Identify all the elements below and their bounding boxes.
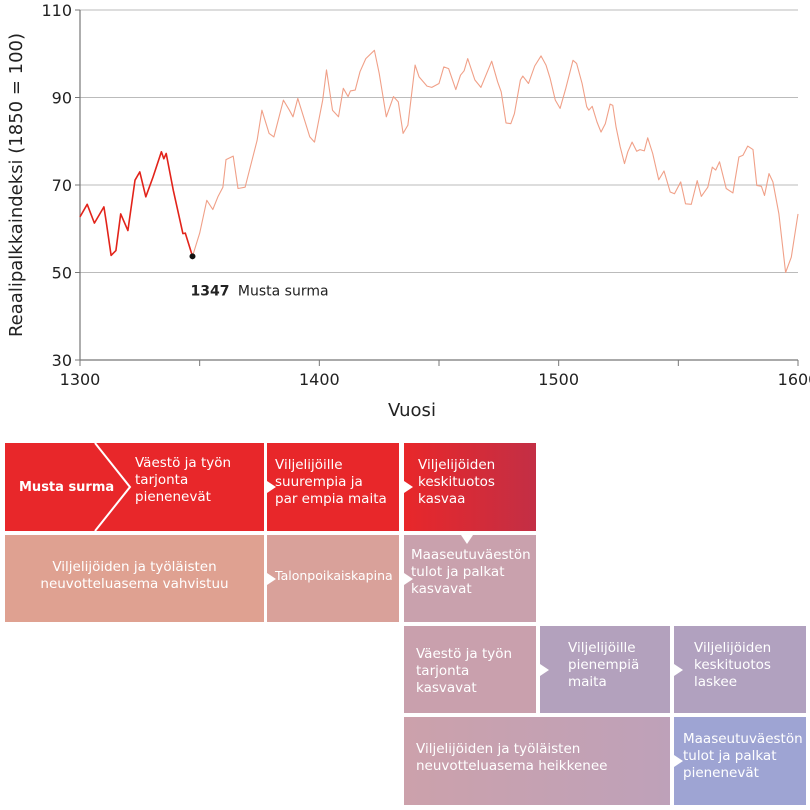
box-text: par empia maita [275, 491, 387, 507]
arrow-right-icon [674, 664, 683, 676]
y-tick-label: 50 [52, 264, 72, 283]
box-text: Talonpoikaiskapina [275, 568, 393, 583]
x-tick-label: 1300 [60, 370, 101, 389]
x-axis-label: Vuosi [388, 400, 436, 421]
box-output-falls: Viljelijöiden keskituotos laskee [674, 626, 806, 713]
box-text: pienenevät [135, 489, 211, 505]
box-smaller-farms: Viljelijöille pienempiä maita [540, 626, 670, 713]
box-text: kasvavat [416, 680, 477, 696]
box-text: maita [568, 674, 607, 690]
x-tick-label: 1400 [299, 370, 340, 389]
box-text: pienenevät [683, 765, 759, 781]
box-text: tulot ja palkat [683, 748, 777, 764]
box-text: Viljelijöiden ja työläisten [52, 559, 217, 575]
annotation-year: 1347 [190, 283, 229, 299]
y-tick-label: 70 [52, 176, 72, 195]
box-text: Maaseutuväestön [683, 731, 803, 747]
wage-chart: 30 50 70 90 110 1300 1400 1500 1600 1347 Musta s… [6, 1, 810, 421]
chevron-arrow-icon [94, 443, 132, 531]
box-text: suurempia ja [275, 474, 363, 490]
box-text: kasvaa [418, 491, 466, 507]
box-bargaining-strengthens: Viljelijöiden ja työläisten neuvotteluas… [5, 535, 264, 622]
arrow-right-icon [674, 755, 683, 767]
box-black-death-population: Musta surma Väestö ja työn tarjonta pien… [5, 443, 264, 541]
box-text: Viljelijöille [275, 457, 343, 473]
arrow-right-icon [540, 664, 549, 676]
x-tick-label: 1600 [778, 370, 810, 389]
box-population-grows: Väestö ja työn tarjonta kasvavat [404, 626, 536, 723]
box-text: Viljelijöiden ja työläisten [416, 741, 581, 757]
arrow-right-icon [404, 573, 413, 585]
box-text: Viljelijöiden [418, 457, 496, 473]
start-label: Musta surma [19, 480, 115, 495]
annotation-text: Musta surma [238, 283, 329, 299]
box-text: Väestö ja työn [135, 455, 232, 471]
box-bargaining-weakens: Viljelijöiden ja työläisten neuvotteluas… [404, 717, 670, 805]
y-tick-label: 30 [52, 351, 72, 370]
box-text: Viljelijöiden [694, 640, 772, 656]
annotation: 1347 Musta surma [190, 283, 328, 299]
box-text: keskituotos [418, 474, 495, 490]
box-text: tarjonta [135, 472, 189, 488]
box-larger-farms: Viljelijöille suurempia ja par empia mai… [267, 443, 399, 531]
box-text: neuvotteluasema heikkenee [416, 758, 608, 774]
box-output-rises: Viljelijöiden keskituotos kasvaa [404, 443, 536, 531]
box-text: tarjonta [416, 663, 470, 679]
box-text: neuvotteluasema vahvistuu [40, 576, 229, 592]
box-peasant-revolt: Talonpoikaiskapina [267, 535, 399, 622]
black-death-marker [189, 253, 196, 260]
arrow-right-icon [267, 481, 276, 493]
box-text: Maaseutuväestön [411, 547, 531, 563]
series-line-before_1347 [79, 151, 194, 257]
y-tick-label: 110 [41, 1, 72, 20]
arrow-down-icon [461, 535, 473, 544]
box-text: kasvavat [411, 581, 472, 597]
box-text: tulot ja palkat [411, 564, 505, 580]
box-rural-income-falls: Maaseutuväestön tulot ja palkat pienenev… [674, 717, 806, 805]
box-text: laskee [694, 674, 738, 690]
box-text: Viljelijöille [568, 640, 636, 656]
y-tick-label: 90 [52, 89, 72, 108]
box-rural-income-rises: Maaseutuväestön tulot ja palkat kasvavat [404, 535, 536, 632]
arrow-right-icon [267, 573, 276, 585]
x-tick-label: 1500 [538, 370, 579, 389]
y-axis-label: Reaalipalkkaindeksi (1850 = 100) [6, 33, 27, 337]
arrow-right-icon [404, 481, 413, 493]
box-text: keskituotos [694, 657, 771, 673]
box-text: pienempiä [568, 657, 640, 673]
series-line-after_1347 [191, 49, 799, 274]
box-text: Väestö ja työn [416, 646, 513, 662]
